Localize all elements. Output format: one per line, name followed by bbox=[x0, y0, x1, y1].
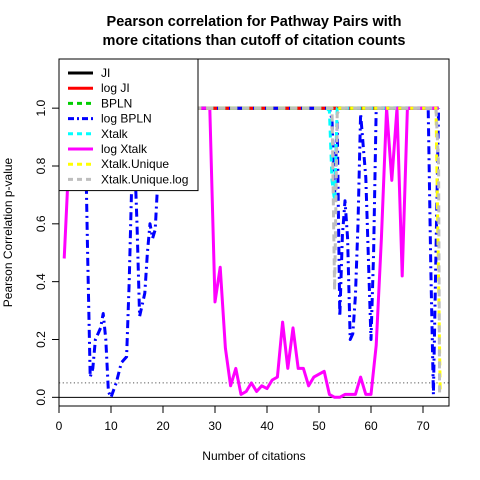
y-tick-label: 0.0 bbox=[34, 389, 48, 406]
y-tick-label: 0.4 bbox=[34, 273, 48, 290]
legend-box bbox=[58, 58, 199, 192]
x-tick-label: 20 bbox=[156, 419, 170, 433]
legend-label: Xtalk.Unique bbox=[101, 157, 169, 171]
chart-title-line: more citations than cutoff of citation c… bbox=[103, 33, 406, 49]
x-tick-label: 70 bbox=[416, 419, 430, 433]
legend-label: Xtalk.Unique.log bbox=[101, 172, 188, 186]
y-axis: 0.0 0.2 0.4 0.6 0.8 1.0 bbox=[34, 99, 60, 406]
x-tick-label: 40 bbox=[260, 419, 274, 433]
x-tick-label: 50 bbox=[312, 419, 326, 433]
x-tick-label: 60 bbox=[364, 419, 378, 433]
y-tick-label: 0.2 bbox=[34, 331, 48, 348]
legend-label: log Xtalk bbox=[101, 142, 148, 156]
y-tick-label: 0.8 bbox=[34, 157, 48, 174]
data-series bbox=[62, 106, 442, 399]
chart-title-line: Pearson correlation for Pathway Pairs wi… bbox=[107, 14, 402, 30]
x-axis: 0 10 20 30 40 50 60 70 bbox=[56, 405, 430, 433]
series-line-xtalk-unique-log bbox=[194, 106, 442, 395]
series-line-log-xtalk bbox=[62, 106, 439, 399]
legend-label: log JI bbox=[101, 81, 130, 95]
chart-title: Pearson correlation for Pathway Pairs wi… bbox=[103, 14, 406, 49]
reference-lines bbox=[59, 382, 449, 398]
legend-label: Xtalk bbox=[101, 127, 129, 141]
series-line-xtalk bbox=[194, 106, 439, 203]
series-line-log-bpln bbox=[83, 106, 441, 399]
y-tick-label: 1.0 bbox=[34, 99, 48, 116]
legend-label: JI bbox=[101, 66, 110, 80]
x-tick-label: 30 bbox=[208, 419, 222, 433]
x-tick-label: 0 bbox=[56, 419, 63, 433]
x-tick-label: 10 bbox=[104, 419, 118, 433]
x-axis-label: Number of citations bbox=[202, 449, 305, 463]
legend-label: BPLN bbox=[101, 96, 132, 110]
y-axis-label: Pearson Correlation p-value bbox=[1, 157, 15, 307]
y-tick-label: 0.6 bbox=[34, 215, 48, 232]
legend-label: log BPLN bbox=[101, 112, 152, 126]
